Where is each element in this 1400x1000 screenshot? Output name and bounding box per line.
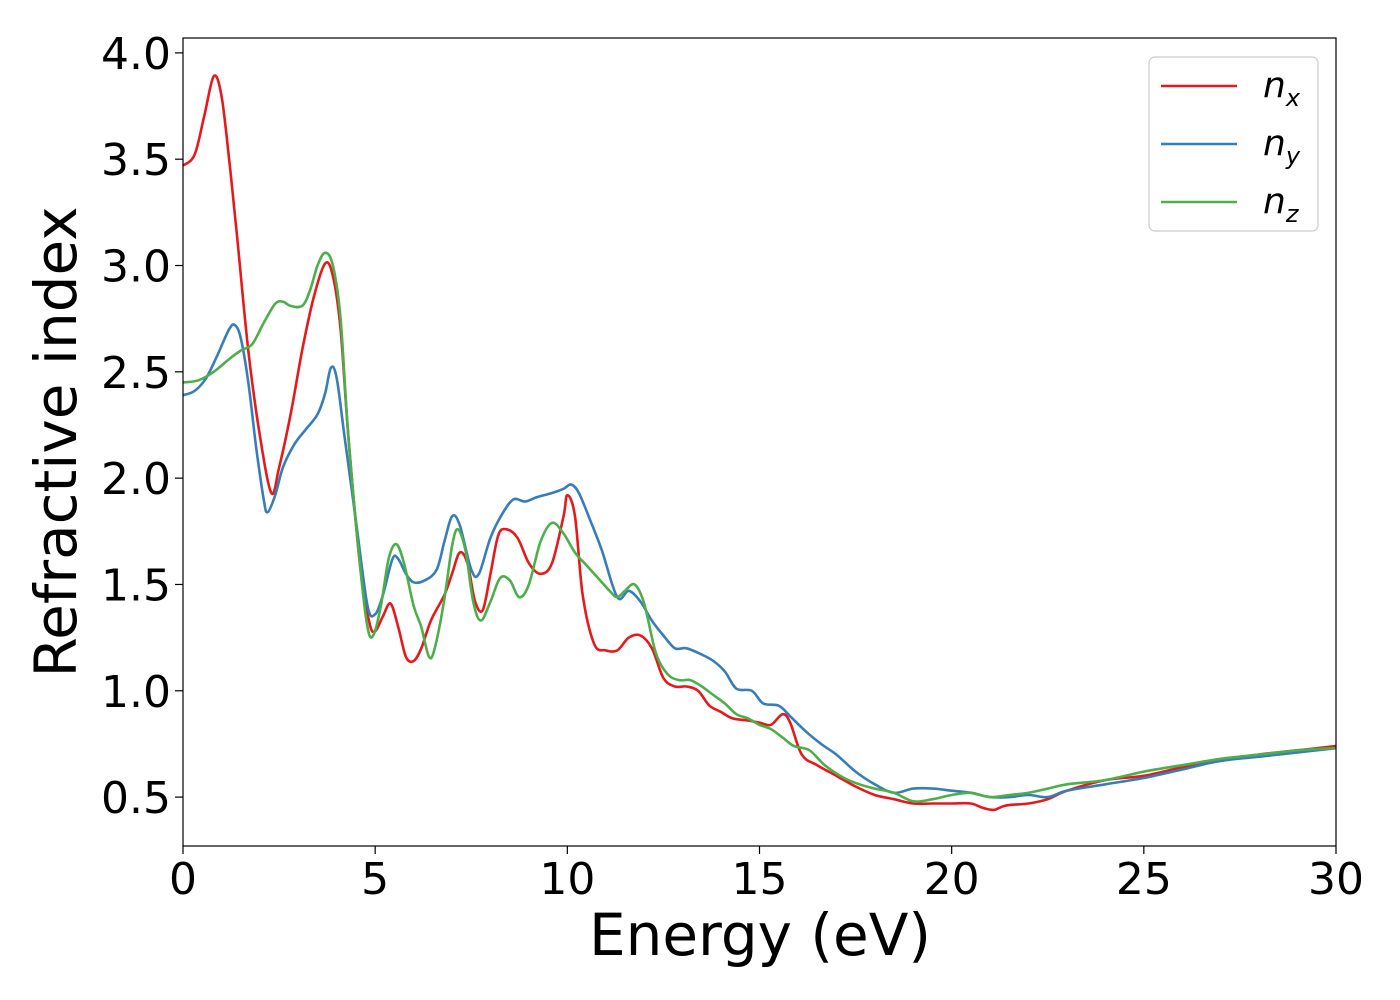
y-axis-label: Refractive index [22, 206, 90, 677]
legend-label-subscript: z [1285, 200, 1300, 228]
y-tick-label: 2.5 [101, 348, 171, 399]
x-tick-label: 25 [1116, 854, 1172, 905]
series-layer [182, 74, 1337, 812]
y-tick-label: 3.5 [101, 135, 171, 186]
x-tick-label: 5 [361, 854, 389, 905]
y-axis-ticks: 0.5 1.0 1.5 2.0 2.5 3.0 3.5 4.0 [101, 29, 183, 824]
legend-label-z: nz [1263, 181, 1300, 228]
x-tick-label: 20 [924, 854, 980, 905]
y-tick-label: 2.0 [101, 454, 171, 505]
y-tick-label: 4.0 [101, 29, 171, 80]
legend-label-subscript: x [1285, 84, 1301, 112]
y-tick-label: 3.0 [101, 242, 171, 293]
x-tick-label: 30 [1308, 854, 1364, 905]
legend-label-x: nx [1263, 65, 1301, 112]
legend-label-subscript: y [1285, 142, 1301, 170]
legend-label-base: n [1263, 65, 1286, 106]
series-line-y [182, 323, 1337, 799]
y-tick-label: 1.0 [101, 667, 171, 718]
legend-label-base: n [1263, 123, 1286, 164]
legend-label-y: ny [1263, 123, 1301, 170]
x-tick-label: 0 [169, 854, 197, 905]
x-tick-label: 15 [732, 854, 788, 905]
y-tick-label: 1.5 [101, 560, 171, 611]
y-tick-label: 0.5 [101, 773, 171, 824]
x-axis-ticks: 0 5 10 15 20 25 30 [169, 846, 1364, 905]
series-line-x [182, 74, 1337, 812]
x-tick-label: 10 [539, 854, 595, 905]
series-line-z [182, 251, 1337, 803]
x-axis-label: Energy (eV) [589, 901, 931, 969]
legend-label-base: n [1263, 181, 1286, 222]
